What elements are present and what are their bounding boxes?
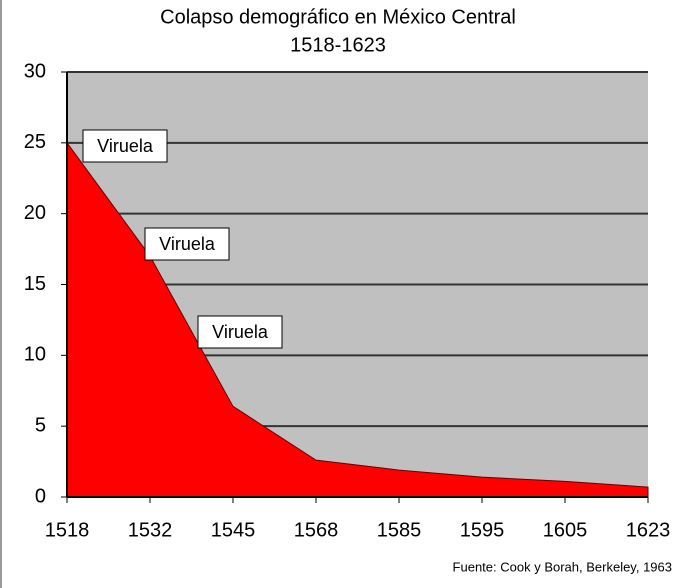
annotation-box xyxy=(197,315,283,349)
annotation-box xyxy=(144,227,230,261)
y-tick-label: 15 xyxy=(24,273,46,295)
x-tick-label: 1605 xyxy=(543,519,588,541)
chart-title: Colapso demográfico en México Central xyxy=(160,6,516,28)
y-tick-label: 20 xyxy=(24,202,46,224)
y-tick-label: 10 xyxy=(24,344,46,366)
x-tick-label: 1568 xyxy=(294,519,339,541)
y-tick-label: 5 xyxy=(35,414,46,436)
chart-subtitle: 1518-1623 xyxy=(290,34,386,56)
annotation: Viruela xyxy=(97,136,154,156)
annotation-box xyxy=(82,129,168,163)
x-tick-label: 1532 xyxy=(128,519,173,541)
x-tick-label: 1585 xyxy=(377,519,422,541)
x-tick-label: 1623 xyxy=(626,519,671,541)
source-note: Fuente: Cook y Borah, Berkeley, 1963 xyxy=(453,559,672,574)
annotation: Viruela xyxy=(212,322,269,342)
x-tick-label: 1545 xyxy=(211,519,256,541)
y-tick-label: 30 xyxy=(24,60,46,82)
y-tick-label: 0 xyxy=(35,485,46,507)
x-tick-label: 1518 xyxy=(45,519,90,541)
annotation: Viruela xyxy=(159,234,216,254)
y-tick-label: 25 xyxy=(24,131,46,153)
x-tick-label: 1595 xyxy=(460,519,505,541)
